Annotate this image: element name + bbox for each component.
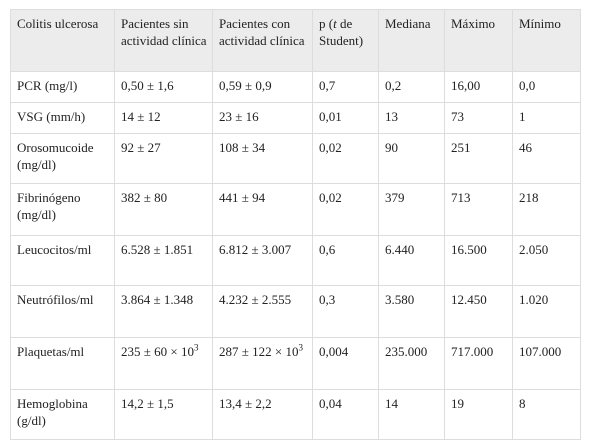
table-cell: 0,59 ± 0,9 xyxy=(212,71,313,103)
cell-text: 235 ± 60 × 10 xyxy=(121,344,194,359)
table-cell: 14,2 ± 1,5 xyxy=(114,389,213,440)
cell-text: 287 ± 122 × 10 xyxy=(219,344,299,359)
table-cell: 6.528 ± 1.851 xyxy=(114,235,213,286)
table-cell: 13,4 ± 2,2 xyxy=(212,389,313,440)
table-row: Leucocitos/ml 6.528 ± 1.851 6.812 ± 3.007 0… xyxy=(10,235,581,286)
table-row: Orosomucoide (mg/dl) 92 ± 27 108 ± 34 0,02 9… xyxy=(10,133,581,184)
table-row: Plaquetas/ml 235 ± 60 × 103 287 ± 122 × 10… xyxy=(10,337,581,390)
table-cell: 73 xyxy=(444,102,513,134)
table-cell: 0,004 xyxy=(312,337,379,390)
header-row: Colitis ulcerosa Pacientes sin actividad … xyxy=(10,9,581,72)
superscript: 3 xyxy=(298,342,303,353)
table-cell: 1 xyxy=(512,102,581,134)
header-cell: p (t de Student) xyxy=(312,9,379,72)
text-run: t xyxy=(333,16,337,31)
table-cell: 0,6 xyxy=(312,235,379,286)
table-cell: 0,01 xyxy=(312,102,379,134)
table-cell: 379 xyxy=(378,183,445,236)
table-cell: 14 xyxy=(378,389,445,440)
table-cell: 717.000 xyxy=(444,337,513,390)
table-cell: 90 xyxy=(378,133,445,184)
table-cell: 251 xyxy=(444,133,513,184)
table-cell: 8 xyxy=(512,389,581,440)
table-cell: PCR (mg/l) xyxy=(10,71,115,103)
table-cell: 6.440 xyxy=(378,235,445,286)
table-cell: 235 ± 60 × 103 xyxy=(114,337,213,390)
table-body: PCR (mg/l) 0,50 ± 1,6 0,59 ± 0,9 0,7 0,2 16,0… xyxy=(10,71,581,440)
table-cell: 0,0 xyxy=(512,71,581,103)
table-cell: 441 ± 94 xyxy=(212,183,313,236)
table-cell: VSG (mm/h) xyxy=(10,102,115,134)
table-cell: 92 ± 27 xyxy=(114,133,213,184)
table-cell: 6.812 ± 3.007 xyxy=(212,235,313,286)
table-cell: 12.450 xyxy=(444,285,513,338)
text-run: p ( xyxy=(319,16,334,31)
table-cell: Fibrinógeno (mg/dl) xyxy=(10,183,115,236)
table-row: PCR (mg/l) 0,50 ± 1,6 0,59 ± 0,9 0,7 0,2 16,0… xyxy=(10,71,581,103)
table-cell: 23 ± 16 xyxy=(212,102,313,134)
header-cell: Mediana xyxy=(378,9,445,72)
table-cell: 16,00 xyxy=(444,71,513,103)
table-cell: Hemoglobina (g/dl) xyxy=(10,389,115,440)
table-cell: 0,2 xyxy=(378,71,445,103)
table-cell: 0,02 xyxy=(312,183,379,236)
table-cell: 107.000 xyxy=(512,337,581,390)
table-cell: 0,04 xyxy=(312,389,379,440)
table-cell: 4.232 ± 2.555 xyxy=(212,285,313,338)
header-cell: Colitis ulcerosa xyxy=(10,9,115,72)
table-cell: 235.000 xyxy=(378,337,445,390)
table-row: Hemoglobina (g/dl) 14,2 ± 1,5 13,4 ± 2,2 0,… xyxy=(10,389,581,440)
table-cell: 108 ± 34 xyxy=(212,133,313,184)
table-row: Fibrinógeno (mg/dl) 382 ± 80 441 ± 94 0,02 3… xyxy=(10,183,581,236)
header-cell: Pacientes con actividad clínica xyxy=(212,9,313,72)
table-cell: 0,3 xyxy=(312,285,379,338)
table-cell: 0,50 ± 1,6 xyxy=(114,71,213,103)
table-cell: 1.020 xyxy=(512,285,581,338)
header-cell: Mínimo xyxy=(512,9,581,72)
text-run: de Student) xyxy=(319,16,364,48)
table-cell: 713 xyxy=(444,183,513,236)
table-cell: 13 xyxy=(378,102,445,134)
table-cell: 0,7 xyxy=(312,71,379,103)
header-cell: Pacientes sin actividad clínica xyxy=(114,9,213,72)
table-cell: 218 xyxy=(512,183,581,236)
table-cell: 0,02 xyxy=(312,133,379,184)
data-table: Colitis ulcerosa Pacientes sin actividad … xyxy=(10,9,581,440)
superscript: 3 xyxy=(193,342,199,353)
table-cell: 3.580 xyxy=(378,285,445,338)
table-cell: 16.500 xyxy=(444,235,513,286)
table-cell: 3.864 ± 1.348 xyxy=(114,285,213,338)
header-cell: Máximo xyxy=(444,9,513,72)
table-cell: 46 xyxy=(512,133,581,184)
table-row: Neutrófilos/ml 3.864 ± 1.348 4.232 ± 2.555… xyxy=(10,285,581,338)
table-cell: 287 ± 122 × 103 xyxy=(212,337,313,390)
table-cell: 19 xyxy=(444,389,513,440)
table-row: VSG (mm/h) 14 ± 12 23 ± 16 0,01 13 73 1 xyxy=(10,102,581,134)
table-cell: 382 ± 80 xyxy=(114,183,213,236)
table-cell: Neutrófilos/ml xyxy=(10,285,115,338)
table-header: Colitis ulcerosa Pacientes sin actividad … xyxy=(10,9,581,72)
table-cell: 14 ± 12 xyxy=(114,102,213,134)
table-cell: Orosomucoide (mg/dl) xyxy=(10,133,115,184)
table-cell: Leucocitos/ml xyxy=(10,235,115,286)
table-cell: Plaquetas/ml xyxy=(10,337,115,390)
table-cell: 2.050 xyxy=(512,235,581,286)
